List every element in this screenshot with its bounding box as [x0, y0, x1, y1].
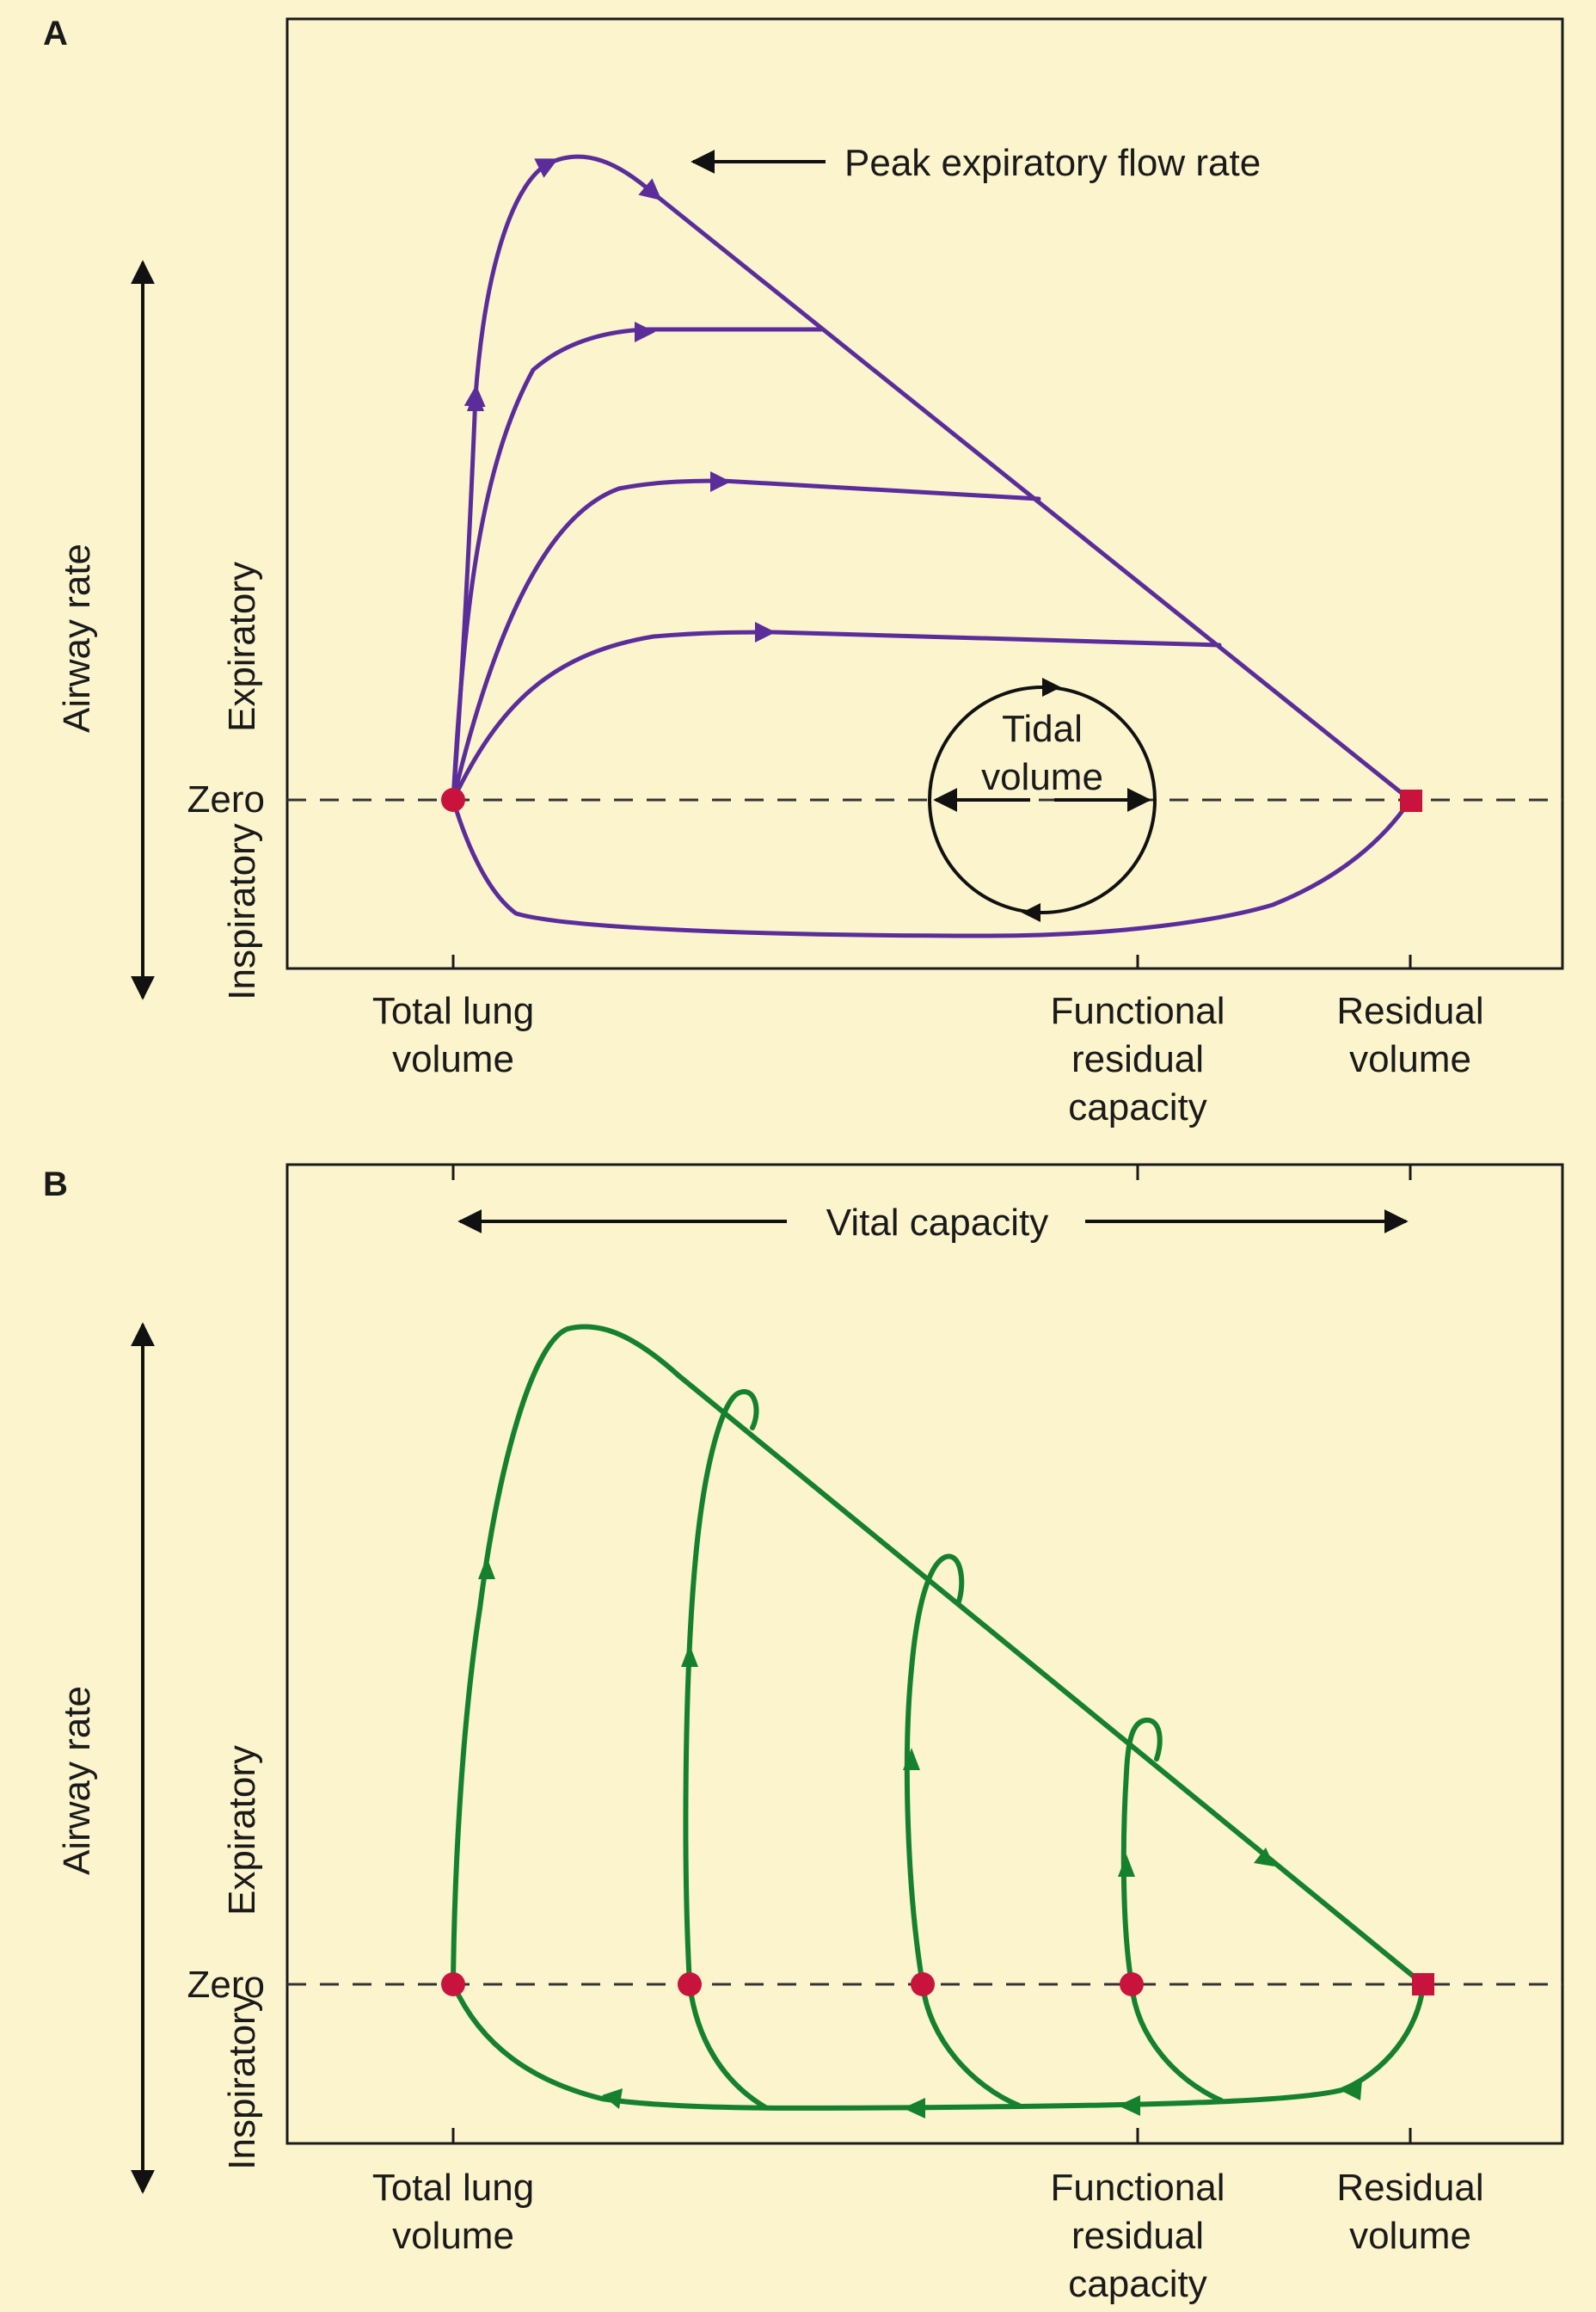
panel-b-partial-curve-1 — [683, 1389, 759, 1987]
panel-a-frame — [285, 17, 1564, 970]
panel-b-x-label-rv-1: Residual — [1336, 2167, 1483, 2209]
panel-b-zero-label: Zero — [187, 1964, 265, 2006]
panel-a-partial-curve-1 — [451, 327, 824, 802]
panel-b-inspiratory-curve — [451, 1982, 1426, 2111]
panel-a-arrow-1 — [635, 322, 655, 342]
panel-b-arrow-insp-2 — [1118, 2095, 1140, 2116]
panel-b-y-axis-label: Airway rate — [56, 1686, 98, 1875]
panel-a-arrow-3 — [755, 622, 776, 643]
panel-b-max-expiratory-curve — [451, 1324, 1426, 1987]
panel-b-x-label-tlc-2: volume — [392, 2215, 514, 2257]
panel-a-x-label-rv-1: Residual — [1336, 990, 1483, 1032]
panel-b-partial-curve-2 — [904, 1553, 965, 1987]
panel-a-inspiratory-curve — [451, 797, 1413, 938]
panel-b-branch-1 — [687, 1982, 768, 2110]
panel-a-letter: A — [43, 15, 68, 52]
panel-b-frame — [285, 1163, 1564, 2145]
panel-b-x-label-rv-2: volume — [1349, 2215, 1471, 2257]
panel-a-tidal-arrow-bottom — [1022, 903, 1040, 922]
panel-a-arrow-up — [467, 389, 484, 411]
panel-b-branch-3 — [1129, 1982, 1224, 2103]
panel-a-tidal-label-1: Tidal — [1002, 708, 1083, 750]
panel-b-point-marker-3 — [1120, 1972, 1144, 1996]
panel-a-max-expiratory-curve — [451, 154, 1413, 802]
panel-a-x-label-tlc-1: Total lung — [372, 990, 534, 1032]
panel-a-x-label-tlc-2: volume — [392, 1038, 514, 1080]
panel-b-vital-capacity-label: Vital capacity — [826, 1202, 1048, 1244]
panel-b-inspiratory-label: Inspiratory — [221, 1993, 263, 2169]
panel-a-rv-marker — [1400, 790, 1422, 812]
panel-b-arrow-up-2 — [681, 1645, 698, 1667]
panel-b-arrow-down — [1254, 1848, 1274, 1866]
panel-b-rv-marker — [1412, 1973, 1434, 1995]
panel-b-x-label-frc-1: Functional — [1050, 2167, 1225, 2209]
panel-a-arrow-2 — [710, 471, 731, 492]
panel-b-tlc-marker — [441, 1972, 465, 1996]
panel-b-x-label-frc-2: residual — [1071, 2215, 1204, 2257]
panel-b-letter: B — [43, 1165, 68, 1203]
panel-a-expiratory-label: Expiratory — [221, 562, 263, 732]
panel-b-expiratory-label: Expiratory — [221, 1745, 263, 1915]
panel-a-x-label-frc-2: residual — [1071, 1038, 1204, 1080]
panel-b-arrow-insp-3 — [903, 2098, 925, 2118]
panel-a-x-label-frc-1: Functional — [1050, 990, 1225, 1032]
panel-b-arrow-up-3 — [903, 1748, 920, 1770]
panel-a-x-label-rv-2: volume — [1349, 1038, 1471, 1080]
panel-a-tlc-marker — [441, 788, 465, 812]
panel-b: B Vital capacity Airway rate Expiratory … — [43, 1163, 1564, 2305]
panel-a-inspiratory-label: Inspiratory — [221, 823, 263, 999]
panel-a-x-label-frc-3: capacity — [1068, 1086, 1206, 1128]
panel-a-y-axis-label: Airway rate — [56, 544, 98, 733]
panel-a-tidal-arrow-top — [1042, 678, 1061, 697]
panel-b-branch-2 — [920, 1982, 1022, 2108]
panel-b-x-label-tlc-1: Total lung — [372, 2167, 534, 2209]
panel-b-point-marker-1 — [678, 1972, 702, 1996]
panel-a-tidal-label-2: volume — [981, 756, 1103, 798]
panel-b-x-label-frc-3: capacity — [1068, 2263, 1206, 2305]
panel-b-point-marker-2 — [911, 1972, 935, 1996]
panel-b-arrow-insp-1 — [1340, 2080, 1362, 2100]
panel-a-partial-curve-2 — [451, 478, 1041, 802]
panel-b-arrow-up-1 — [478, 1557, 495, 1579]
panel-b-partial-curve-3 — [1120, 1718, 1163, 1987]
panel-a: A Airway rate Expiratory Inspiratory Zer… — [43, 15, 1564, 1128]
panel-a-zero-label: Zero — [187, 778, 265, 821]
panel-a-partial-curve-3 — [451, 630, 1222, 802]
panel-b-arrow-up-4 — [1118, 1854, 1135, 1877]
panel-a-peak-label: Peak expiratory flow rate — [844, 142, 1261, 184]
panel-b-arrow-insp-4 — [602, 2088, 623, 2109]
